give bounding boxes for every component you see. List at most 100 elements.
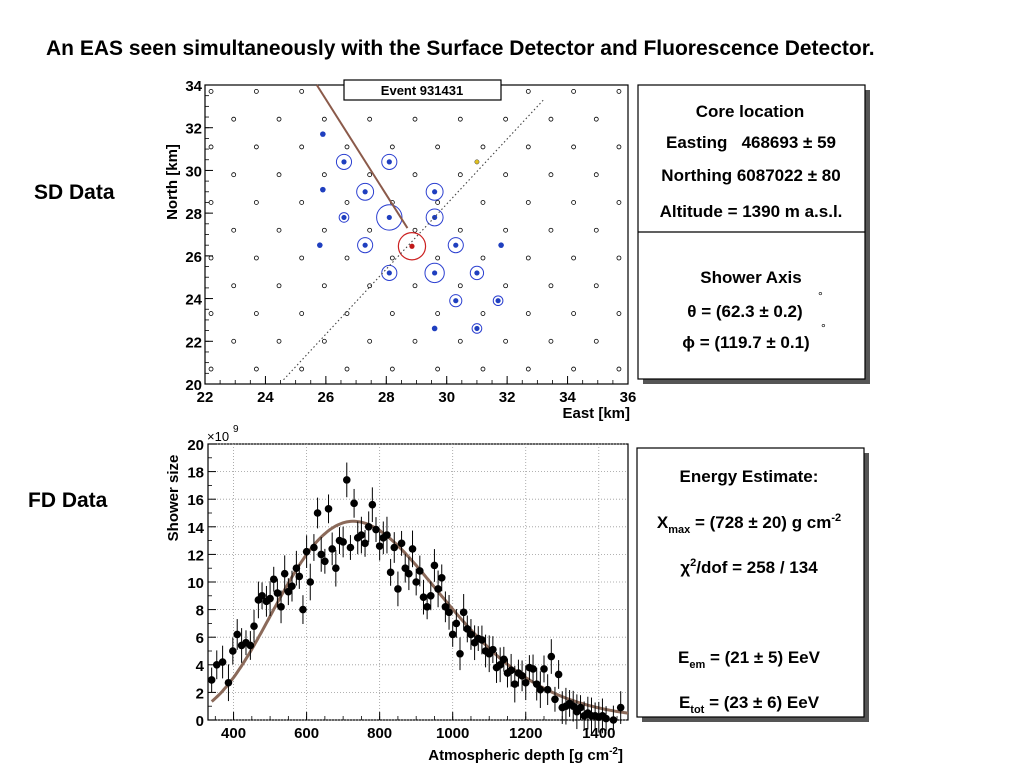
sd-detector-hit bbox=[474, 270, 480, 276]
sd-detector bbox=[435, 311, 441, 316]
sd-detector bbox=[231, 283, 237, 289]
sd-detector bbox=[548, 227, 554, 233]
fd-x-tick-label: 1400 bbox=[582, 725, 615, 742]
axis-phi: ϕ = (119.7 ± 0.1) bbox=[682, 333, 809, 352]
fd-x-tick-label: 400 bbox=[221, 725, 246, 742]
sd-x-tick-label: 24 bbox=[257, 389, 274, 406]
sd-detector bbox=[593, 283, 599, 289]
fd-x-tick-label: 1000 bbox=[436, 725, 469, 742]
sd-detector bbox=[367, 227, 373, 233]
sd-detector-hit bbox=[453, 242, 459, 248]
sd-signal-ring bbox=[338, 212, 350, 223]
sd-detector bbox=[525, 255, 531, 261]
sd-y-tick-label: 26 bbox=[185, 249, 202, 266]
sd-detector bbox=[412, 116, 418, 122]
event-label-box bbox=[343, 79, 502, 101]
sd-detector bbox=[457, 172, 463, 178]
sd-detector bbox=[253, 89, 259, 94]
energy-eem: Eem = (21 ± 5) EeV bbox=[678, 648, 821, 671]
fd-data-point bbox=[246, 641, 255, 650]
fd-data-point bbox=[207, 676, 216, 684]
fd-y-tick-label: 14 bbox=[187, 520, 204, 537]
sd-signal-ring bbox=[425, 208, 444, 227]
fd-data-point bbox=[529, 665, 537, 673]
fd-y-axis-label: Shower size bbox=[165, 455, 182, 542]
sd-detector-hit bbox=[432, 214, 438, 221]
core-easting: Easting 468693 ± 59 bbox=[666, 133, 836, 152]
sd-detector bbox=[208, 255, 214, 261]
fd-data-point bbox=[361, 539, 369, 548]
fd-x-tick-label: 1200 bbox=[509, 725, 542, 742]
fd-data-points bbox=[207, 462, 625, 735]
sd-detector bbox=[344, 144, 350, 150]
fd-data-point bbox=[412, 578, 420, 586]
fd-data-point bbox=[321, 557, 329, 566]
fd-data-point bbox=[212, 661, 221, 669]
sd-detector bbox=[435, 366, 441, 372]
fd-y-tick-label: 10 bbox=[187, 575, 204, 592]
sd-detector bbox=[208, 311, 214, 316]
sd-detector-hit-small bbox=[498, 242, 504, 248]
energy-xmax: Xmax = (728 ± 20) g cm-2 bbox=[657, 512, 841, 536]
sd-detector-saturated bbox=[474, 159, 480, 165]
sd-detector-hit bbox=[341, 159, 347, 165]
sd-detector bbox=[389, 144, 395, 150]
sd-core-marker bbox=[409, 243, 415, 249]
sd-detector bbox=[208, 144, 214, 150]
sd-plot-frame bbox=[204, 84, 629, 385]
fd-data-point bbox=[277, 603, 285, 611]
sd-y-tick-label: 32 bbox=[185, 121, 202, 138]
fd-data-point bbox=[218, 658, 227, 666]
sd-signal-ring bbox=[447, 237, 464, 254]
fd-exponent-power: 9 bbox=[233, 424, 239, 435]
sd-detector bbox=[321, 283, 327, 289]
sd-detector bbox=[435, 200, 441, 205]
sd-detector bbox=[435, 255, 441, 261]
fd-data-point bbox=[317, 550, 326, 559]
sd-detector bbox=[571, 311, 577, 316]
fd-data-point bbox=[419, 593, 428, 601]
fd-data-point bbox=[434, 585, 442, 593]
sd-detector bbox=[412, 227, 418, 233]
slide-title: An EAS seen simultaneously with the Surf… bbox=[46, 37, 875, 60]
sd-detector bbox=[480, 144, 486, 150]
sd-detector-hit bbox=[362, 242, 368, 248]
fd-axis-ticks: 400 600 800 1000 1200 1400 0 2 4 6 8 10 12 14 16 18 20 bbox=[187, 437, 618, 742]
sd-detector bbox=[412, 172, 418, 178]
sd-detector bbox=[503, 172, 509, 178]
sd-x-tick-label: 22 bbox=[197, 389, 214, 406]
fd-data-point bbox=[332, 564, 340, 572]
sd-detector bbox=[389, 366, 395, 372]
fd-data-point bbox=[310, 543, 318, 552]
fd-data-point bbox=[357, 531, 366, 539]
sd-y-tick-label: 30 bbox=[185, 163, 202, 180]
sd-x-tick-label: 26 bbox=[318, 389, 335, 406]
sd-detector bbox=[231, 227, 237, 233]
sd-core-ring bbox=[397, 232, 427, 261]
sd-signal-ring bbox=[449, 294, 463, 308]
sd-y-tick-label: 34 bbox=[185, 78, 202, 95]
fd-data-point bbox=[390, 543, 399, 552]
sd-detector-hit bbox=[386, 214, 392, 221]
fd-data-point bbox=[408, 545, 417, 553]
fd-data-point bbox=[288, 582, 296, 590]
sd-detector-hit bbox=[432, 189, 438, 195]
fd-data-point bbox=[383, 531, 391, 539]
energy-chi2: χ2/dof = 258 / 134 bbox=[680, 557, 818, 577]
fd-data-point bbox=[306, 578, 315, 586]
sd-signal-ring bbox=[335, 153, 353, 170]
fd-data-point bbox=[540, 665, 548, 673]
sd-detector bbox=[503, 116, 509, 122]
sd-detector bbox=[503, 283, 509, 289]
fd-data-point bbox=[510, 680, 519, 688]
sd-detector bbox=[525, 144, 531, 150]
sd-detector bbox=[367, 283, 373, 289]
fd-x-axis-label: Atmospheric depth [g cm-2] bbox=[428, 746, 623, 764]
fd-data-point bbox=[416, 567, 424, 575]
fd-data-point bbox=[463, 625, 472, 633]
sd-detector-hit bbox=[386, 270, 392, 276]
sd-y-axis-label: North [km] bbox=[164, 144, 181, 220]
sd-detector-hit bbox=[386, 159, 392, 165]
sd-signal-ring bbox=[492, 295, 504, 307]
energy-box bbox=[636, 447, 865, 718]
